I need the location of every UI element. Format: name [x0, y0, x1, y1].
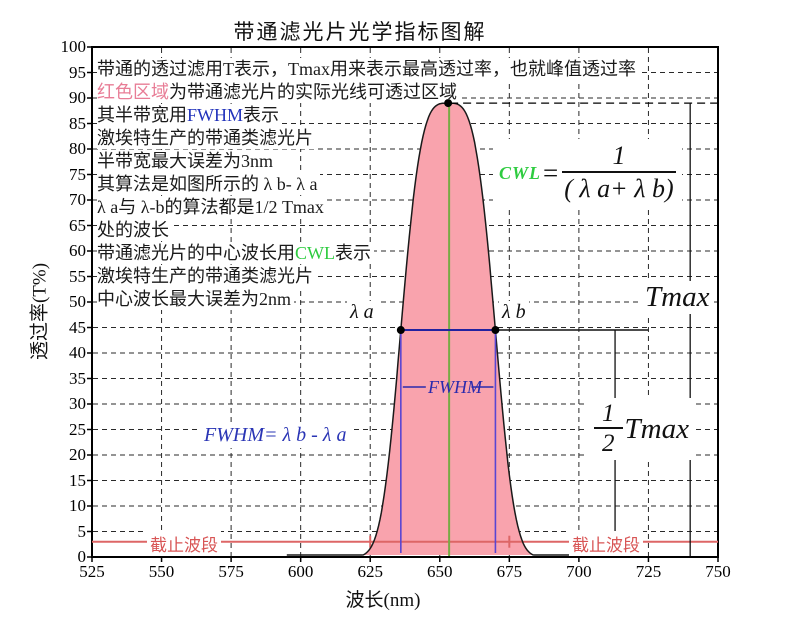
note-line: 激埃特生产的带通类滤光片: [97, 127, 316, 149]
y-tick-label: 10: [69, 496, 86, 515]
half-denominator: 2: [602, 430, 615, 457]
x-tick-label: 725: [635, 562, 662, 581]
note-line: 激埃特生产的带通类滤光片: [97, 265, 316, 287]
cwl-equals-sign: =: [543, 157, 559, 188]
x-tick-label: 675: [496, 562, 523, 581]
note-segment: 处的波长: [97, 220, 169, 240]
x-tick-label: 650: [427, 562, 453, 581]
tmax-label: Tmax: [641, 281, 714, 314]
peak-dot: [444, 99, 453, 108]
y-tick-label: 95: [69, 62, 86, 82]
note-segment: 激埃特生产的带通类滤光片: [97, 128, 313, 148]
lambda-a-dot: [396, 326, 405, 335]
y-tick-label: 0: [77, 547, 87, 566]
x-tick-label: 625: [357, 562, 383, 581]
x-tick-label: 575: [218, 562, 244, 581]
note-line: 处的波长: [97, 219, 172, 241]
x-tick-label: 700: [566, 562, 592, 581]
chart-title: 带通滤光片光学指标图解: [233, 20, 487, 44]
y-tick-label: 20: [69, 445, 86, 464]
y-tick-label: 100: [60, 37, 87, 56]
y-tick-label: 15: [69, 470, 86, 490]
note-line: 带通滤光片的中心波长用CWL表示: [97, 242, 374, 264]
lambda-a-label: λ a: [347, 301, 377, 324]
lambda-b-dot: [491, 326, 500, 335]
y-tick-label: 5: [77, 521, 87, 541]
note-line: 其算法是如图所示的 λ b- λ a: [97, 173, 321, 195]
note-line: 半带宽最大误差为3nm: [97, 150, 277, 172]
y-tick-label: 30: [69, 394, 86, 413]
cutoff-band-label-right: 截止波段: [569, 531, 643, 556]
x-tick-label: 750: [705, 562, 731, 581]
note-segment: 中心波长最大误差为2nm: [97, 289, 292, 309]
note-segment: CWL: [295, 243, 335, 263]
note-segment: 其半带宽用: [97, 105, 187, 125]
cwl-numerator: 1: [562, 141, 676, 173]
note-segment: FWHM: [187, 105, 244, 125]
note-line: 中心波长最大误差为2nm: [97, 288, 295, 310]
y-tick-label: 55: [69, 266, 86, 286]
plot-border: [91, 46, 719, 558]
y-tick-label: 90: [69, 88, 86, 107]
note-segment: 带通的透过滤用T表示，Tmax用来表示最高透过率，也就峰值透过率: [97, 59, 636, 79]
y-tick-label: 85: [69, 113, 86, 133]
note-segment: 表示: [243, 105, 280, 125]
x-tick-label: 600: [287, 562, 314, 581]
x-axis-title: 波长(nm): [345, 590, 421, 611]
half-tmax-word: Tmax: [624, 412, 689, 445]
y-tick-label: 45: [69, 317, 86, 337]
note-line: 带通的透过滤用T表示，Tmax用来表示最高透过率，也就峰值透过率: [97, 58, 639, 80]
x-tick-label: 525: [79, 562, 105, 581]
fwhm-formula: FWHM= λ b - λ a: [198, 423, 353, 448]
half-tmax-label: 1 2 Tmax: [588, 398, 695, 460]
cwl-denominator: ( λ a+ λ b): [564, 174, 674, 203]
y-tick-label: 80: [69, 139, 86, 158]
lambda-b-label: λ b: [499, 301, 529, 324]
note-line: λ a与 λ-b的算法都是1/2 Tmax: [97, 196, 327, 218]
note-line: 红色区域为带通滤光片的实际光线可透过区域: [97, 81, 460, 103]
note-segment: 红色区域: [97, 82, 169, 102]
y-tick-label: 60: [69, 241, 86, 260]
cutoff-band-label-left: 截止波段: [147, 531, 221, 556]
fwhm-dimension-label: FWHM: [428, 377, 482, 397]
cwl-formula: CWL = 1 ( λ a+ λ b): [493, 139, 682, 207]
note-segment: 为带通滤光片的实际光线可透过区域: [169, 82, 457, 102]
note-segment: 其算法是如图所示的 λ b- λ a: [97, 174, 318, 194]
note-segment: 半带宽最大误差为3nm: [97, 151, 274, 171]
y-tick-label: 50: [69, 292, 86, 311]
note-segment: λ a与 λ-b的算法都是1/2 Tmax: [97, 197, 324, 217]
half-numerator: 1: [594, 400, 623, 429]
note-segment: 带通滤光片的中心波长用: [97, 243, 295, 263]
y-tick-label: 40: [69, 343, 86, 362]
cwl-formula-label: CWL: [499, 162, 542, 183]
note-segment: 表示: [335, 243, 371, 263]
note-segment: 激埃特生产的带通类滤光片: [97, 266, 313, 286]
half-fraction: 1 2: [594, 400, 623, 458]
cwl-fraction: 1 ( λ a+ λ b): [562, 141, 676, 205]
y-tick-label: 25: [69, 419, 86, 439]
y-tick-label: 65: [69, 215, 86, 235]
note-line: 其半带宽用FWHM表示: [97, 104, 283, 126]
y-tick-label: 75: [69, 164, 86, 184]
y-tick-label: 35: [69, 368, 86, 388]
y-tick-label: 70: [69, 190, 86, 209]
x-tick-label: 550: [148, 562, 175, 581]
